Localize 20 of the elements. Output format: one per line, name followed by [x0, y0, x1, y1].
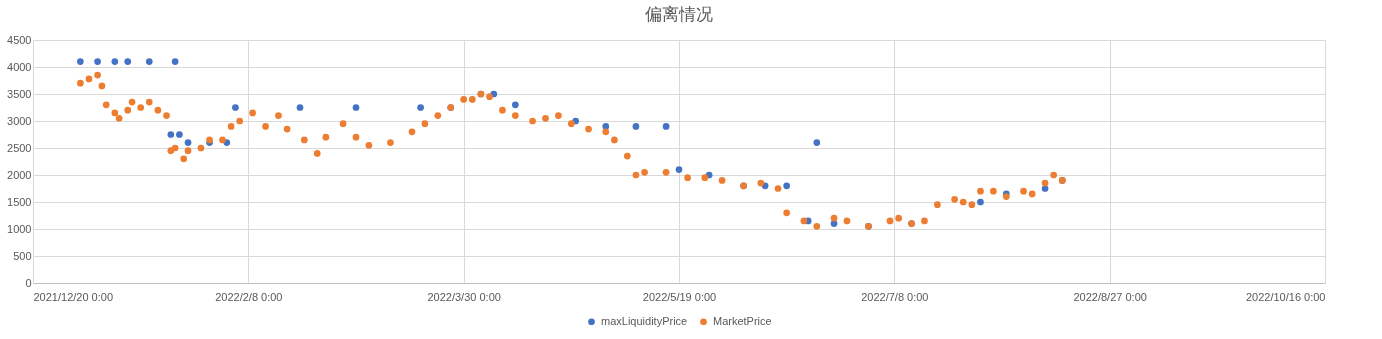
x-tick-label: 2022/2/8 0:00: [215, 290, 283, 303]
x-tick-label: 2021/12/20 0:00: [33, 290, 114, 303]
y-tick-label: 4500: [7, 33, 32, 46]
y-tick-label: 2000: [7, 168, 32, 181]
x-tick-label: 2022/7/8 0:00: [861, 290, 929, 303]
x-tick-label: 2022/3/30 0:00: [427, 290, 501, 303]
chart-title: 偏离情况: [645, 5, 713, 24]
y-tick-label: 3500: [7, 87, 32, 100]
legend-label: maxLiquidityPrice: [601, 314, 688, 327]
x-tick-label: 2022/10/16 0:00: [1245, 290, 1326, 303]
y-tick-label: 3000: [7, 114, 32, 127]
y-tick-label: 1000: [7, 222, 32, 235]
y-tick-label: 0: [25, 276, 32, 289]
y-tick-label: 2500: [7, 141, 32, 154]
x-tick-label: 2022/8/27 0:00: [1073, 290, 1147, 303]
legend-label: MarketPrice: [713, 314, 772, 327]
y-tick-label: 500: [13, 249, 32, 262]
y-tick-label: 4000: [7, 60, 32, 73]
x-tick-label: 2022/5/19 0:00: [642, 290, 717, 303]
y-tick-label: 1500: [7, 195, 32, 208]
